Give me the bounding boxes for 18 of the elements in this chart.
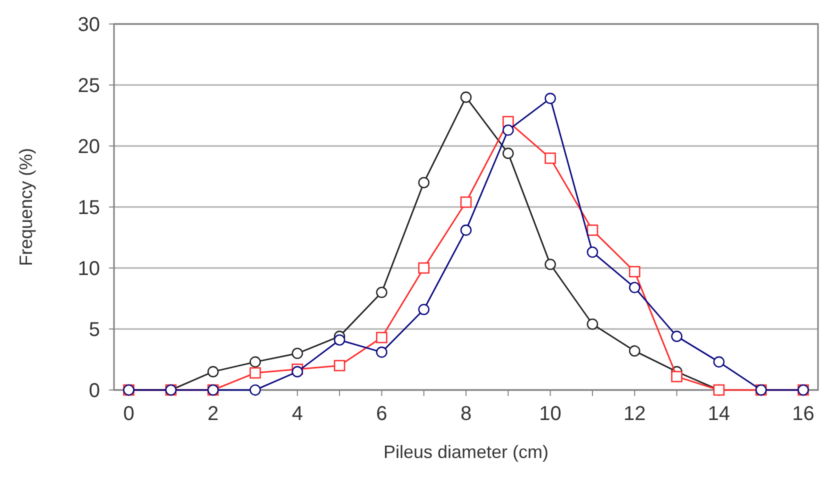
x-tick-label: 10: [539, 403, 562, 425]
y-tick-label: 5: [88, 319, 100, 341]
x-tick-label: 4: [292, 403, 303, 425]
y-tick-label: 10: [78, 258, 100, 280]
y-tick-label: 30: [78, 14, 100, 36]
x-tick-label: 14: [708, 403, 730, 425]
y-axis-title: Frequency (%): [16, 148, 36, 266]
y-tick-label: 20: [78, 136, 100, 158]
x-tick-label: 6: [376, 403, 388, 425]
x-tick-label: 12: [624, 403, 646, 425]
x-axis-title: Pileus diameter (cm): [383, 442, 549, 462]
x-tick-label: 0: [123, 403, 134, 425]
x-tick-label: 2: [208, 403, 219, 425]
x-tick-label: 8: [460, 403, 472, 425]
x-tick-label: 16: [792, 403, 814, 425]
y-tick-label: 25: [78, 75, 100, 97]
y-tick-label: 15: [78, 197, 100, 219]
y-tick-label: 0: [88, 380, 100, 402]
